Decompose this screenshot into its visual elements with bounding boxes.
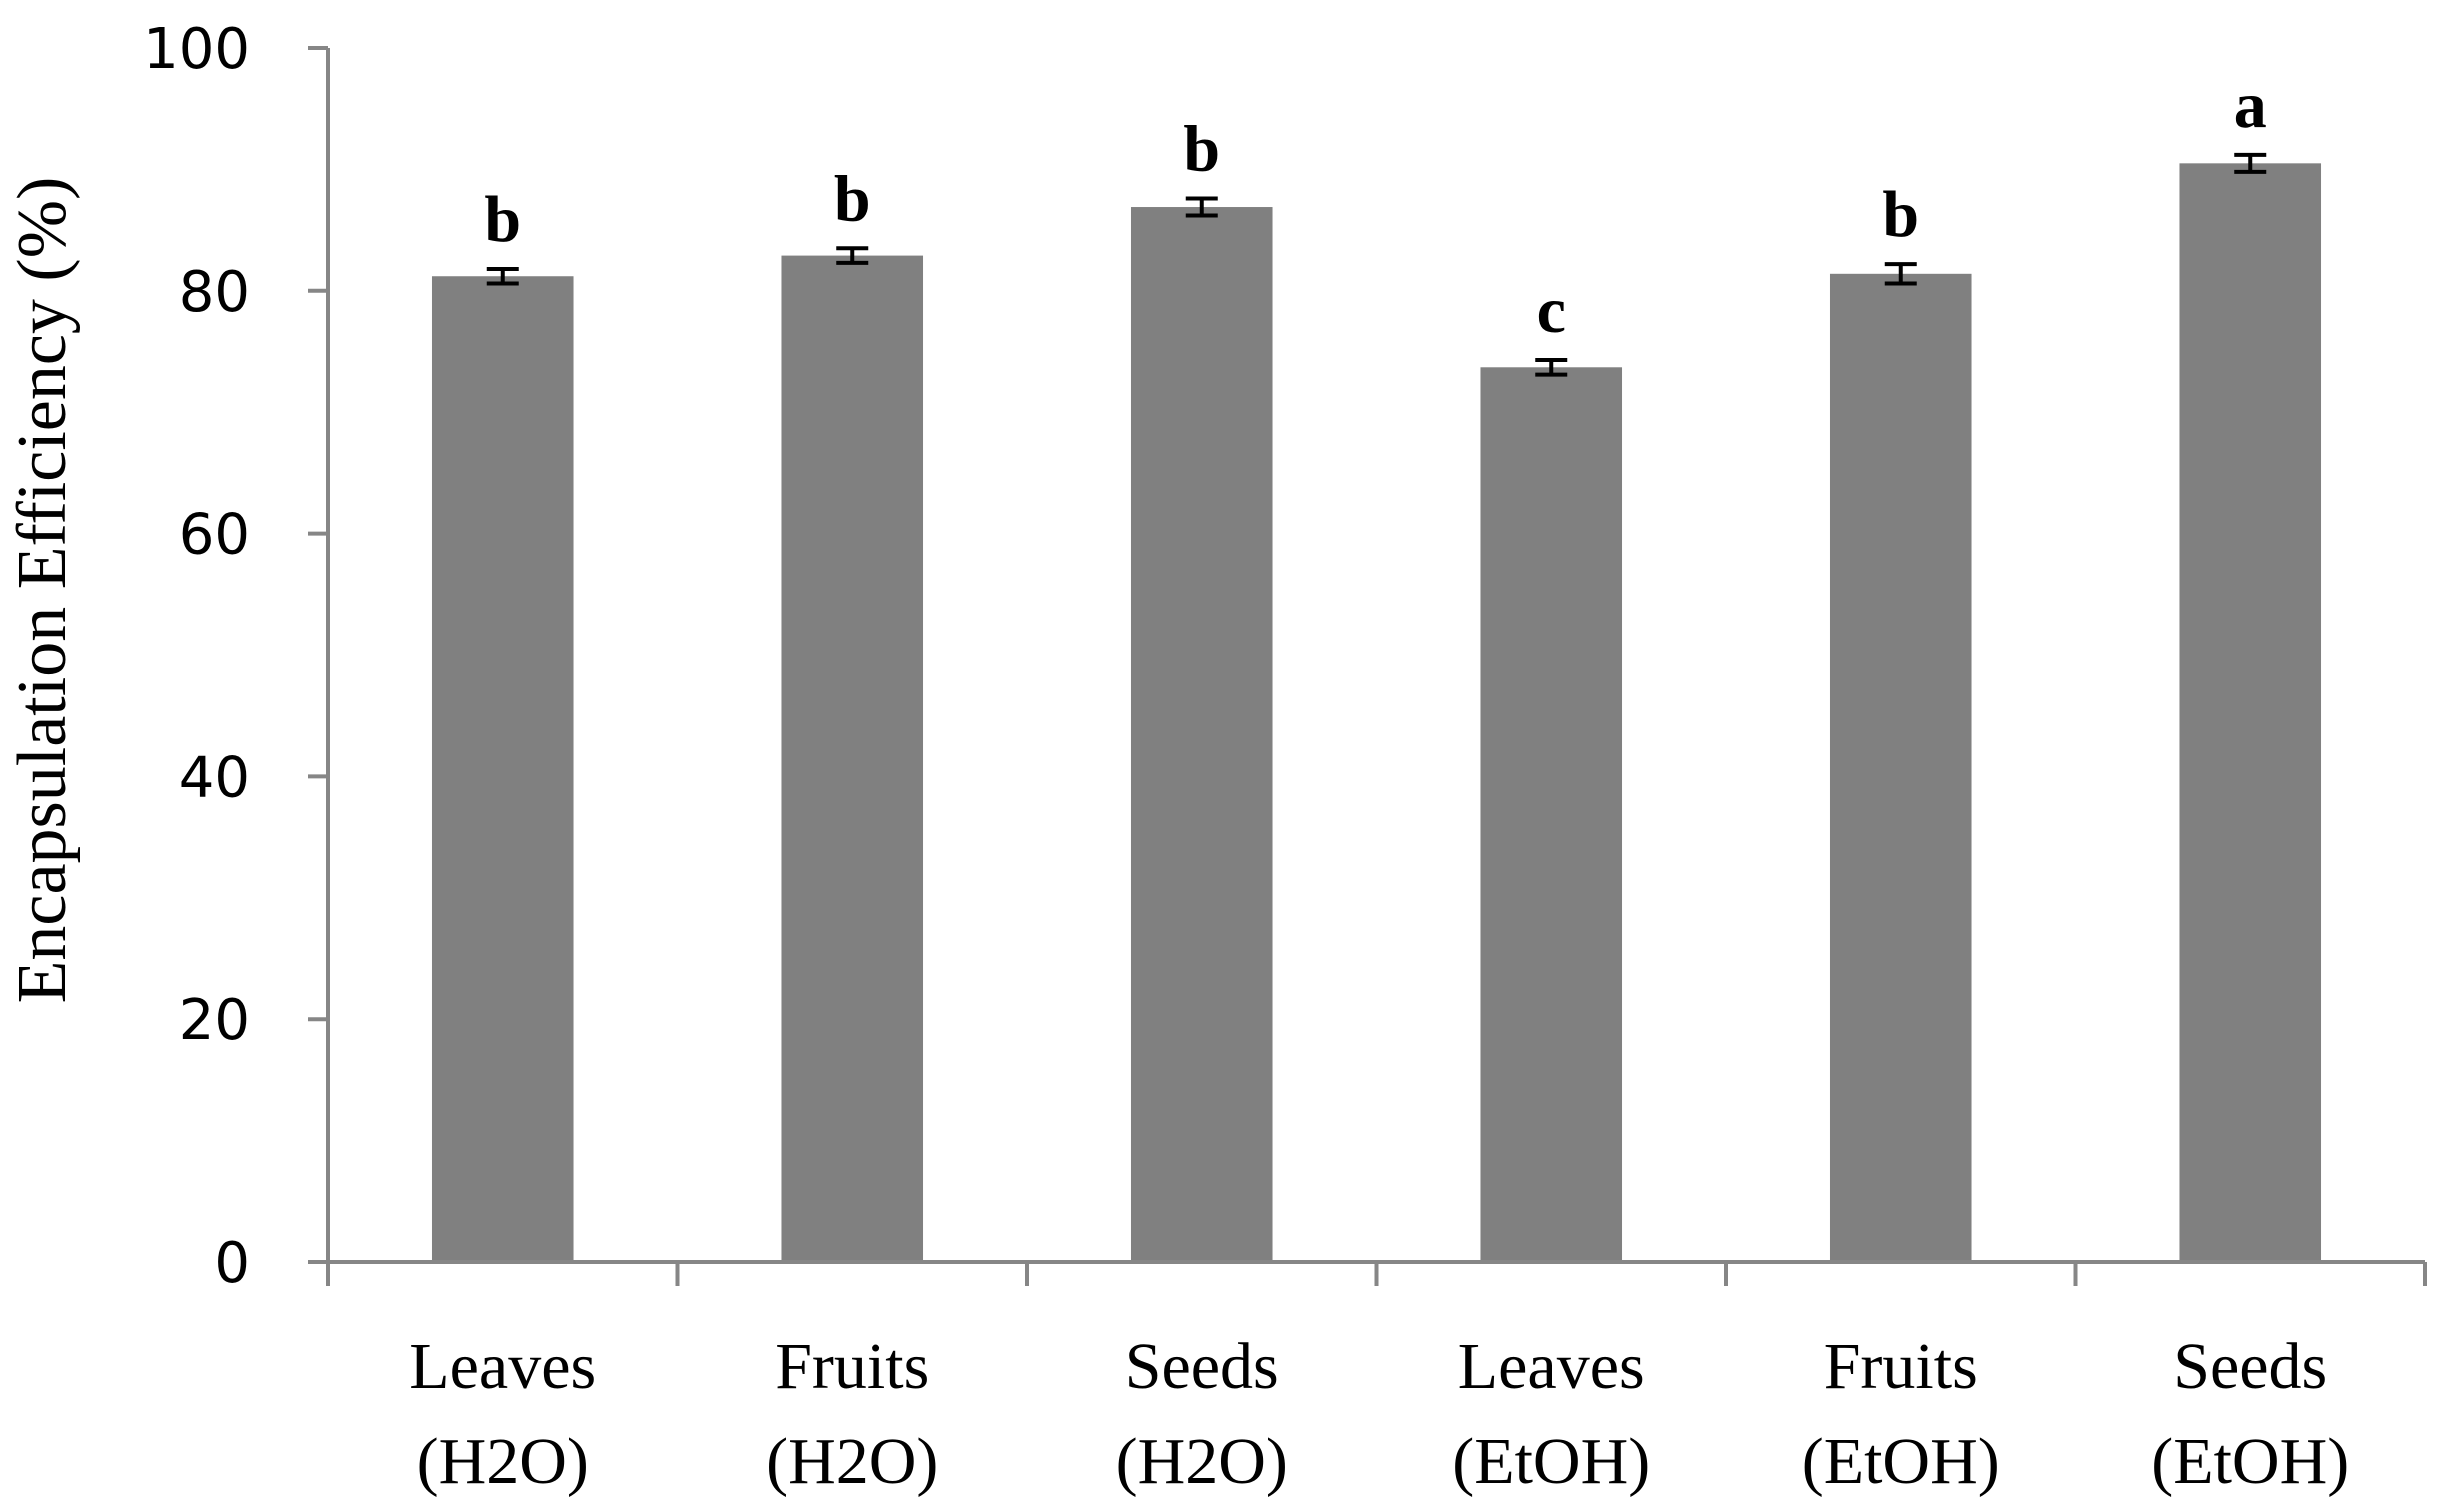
x-category-label-line2: (H2O) [417, 1425, 589, 1498]
x-category-label-line2: (H2O) [1116, 1425, 1288, 1498]
axes-layer [308, 46, 2427, 1286]
x-category-label-line1: Seeds [2173, 1330, 2327, 1403]
x-category-label-line1: Fruits [775, 1330, 929, 1403]
y-axis-title: Encapsulation Efficiency (%) [4, 177, 81, 1004]
bar [1829, 273, 1972, 1263]
x-category-label-line2: (EtOH) [1452, 1425, 1650, 1498]
significance-label: b [1183, 113, 1220, 186]
y-tick-label: 0 [214, 1231, 250, 1296]
y-tick-label: 100 [143, 17, 250, 82]
bar [781, 255, 924, 1262]
significance-label: c [1537, 274, 1566, 347]
bars-layer [431, 163, 2322, 1263]
y-tick-label: 40 [179, 745, 250, 810]
x-category-label-line2: (EtOH) [1802, 1425, 2000, 1498]
y-tick-label: 20 [179, 988, 250, 1053]
labels-layer: 0 20 40 60 80 100 b Leaves (H2O) b Fruits (H2O) b See… [143, 17, 2349, 1498]
significance-label: b [484, 183, 521, 256]
bar [1130, 207, 1273, 1263]
x-category-label-line2: (H2O) [766, 1425, 938, 1498]
bar [2179, 163, 2322, 1263]
error-bars-layer [486, 152, 2267, 377]
significance-label: a [2234, 69, 2267, 142]
x-category-label-line1: Fruits [1824, 1330, 1978, 1403]
x-category-label-line1: Seeds [1125, 1330, 1279, 1403]
x-category-label-line1: Leaves [1458, 1330, 1645, 1403]
significance-label: b [834, 162, 871, 235]
significance-label: b [1882, 178, 1919, 251]
y-tick-label: 60 [179, 503, 250, 568]
x-category-label-line1: Leaves [409, 1330, 596, 1403]
x-category-label-line2: (EtOH) [2151, 1425, 2349, 1498]
y-tick-label: 80 [179, 260, 250, 325]
bar [1480, 367, 1623, 1263]
bar [431, 276, 574, 1262]
